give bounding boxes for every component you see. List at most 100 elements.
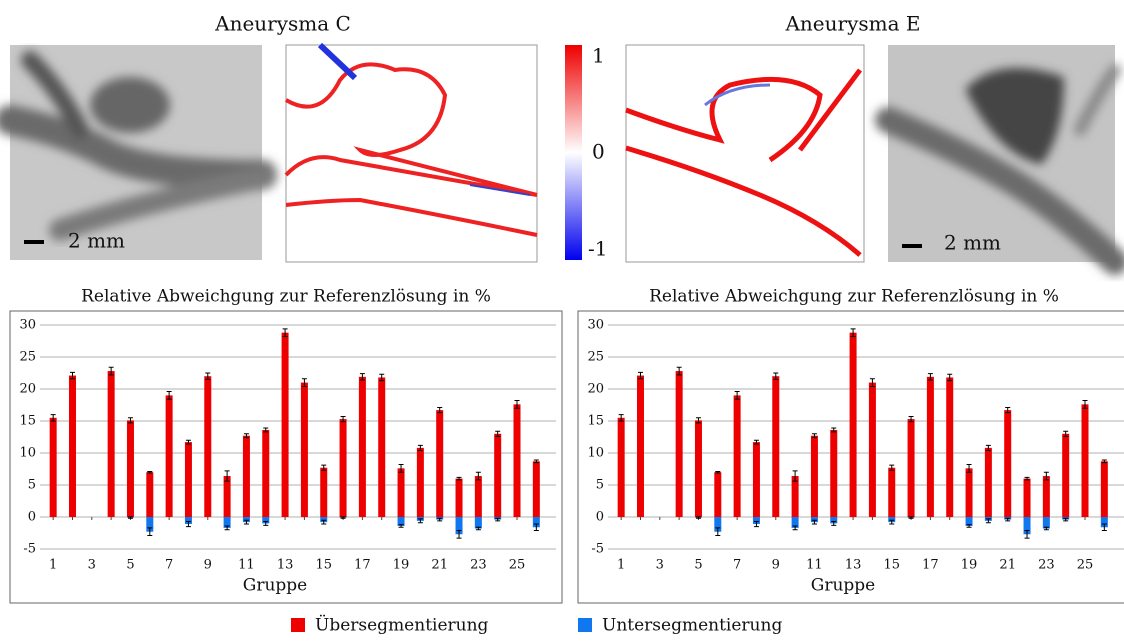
error-bar (205, 372, 211, 380)
bar (926, 376, 934, 517)
bar (320, 517, 328, 523)
bar (184, 442, 192, 517)
error-bar (340, 516, 346, 519)
error-bar (456, 529, 462, 539)
error-bar (321, 464, 327, 471)
colorbar-tick: -1 (588, 237, 607, 261)
error-bar (753, 439, 759, 445)
bar (107, 371, 115, 517)
angiography-image: 2 mm (875, 45, 1124, 275)
x-tick-label: 21 (431, 558, 448, 573)
error-bar (185, 520, 191, 528)
image-title: Aneurysma E (784, 12, 920, 36)
error-bar (1063, 517, 1069, 522)
bar (300, 382, 308, 517)
error-bar (417, 444, 423, 451)
y-tick-label: 0 (596, 510, 604, 525)
y-tick-label: 10 (19, 446, 36, 461)
error-bar (514, 400, 520, 409)
error-bar (966, 524, 972, 528)
bar (1042, 476, 1050, 517)
y-tick-label: 20 (19, 382, 36, 397)
bar (242, 517, 250, 523)
bar (281, 332, 289, 517)
x-tick-label: 7 (733, 558, 741, 573)
x-tick-label: 5 (126, 558, 134, 573)
error-bar (811, 433, 817, 439)
bar (965, 468, 973, 517)
bar (474, 476, 482, 517)
error-bar (398, 524, 404, 528)
error-bar (792, 525, 798, 531)
deviation-map (284, 42, 538, 263)
error-bar (475, 526, 481, 531)
error-bar (695, 417, 701, 424)
colorbar: 1 0 -1 (565, 44, 607, 261)
error-bar (831, 520, 837, 526)
bar (636, 375, 644, 517)
error-bar (966, 464, 972, 473)
bar (242, 435, 250, 517)
error-bar (127, 417, 133, 424)
error-bar (147, 527, 153, 537)
x-tick-label: 19 (393, 558, 410, 573)
bar (810, 435, 818, 517)
error-bar (985, 518, 991, 524)
x-tick-label: 3 (656, 558, 664, 573)
y-tick-label: 20 (587, 382, 604, 397)
bar (455, 517, 463, 535)
x-tick-label: 1 (49, 558, 57, 573)
bar (849, 332, 857, 517)
x-tick-label: 9 (204, 558, 212, 573)
x-tick-label: 9 (772, 558, 780, 573)
x-tick-label: 11 (806, 558, 823, 573)
bar (126, 420, 134, 517)
y-tick-label: 0 (28, 510, 36, 525)
error-bar (379, 373, 385, 382)
deviation-map (625, 44, 865, 263)
bar (791, 476, 799, 517)
x-axis-label: Gruppe (811, 576, 875, 596)
bar (223, 517, 231, 528)
bar (455, 478, 463, 517)
bar (184, 517, 192, 525)
error-bar (831, 427, 837, 433)
bar (262, 517, 270, 524)
bar (752, 517, 760, 525)
error-bar (927, 373, 933, 381)
error-bar (437, 517, 443, 522)
image-title: Aneurysma C (214, 12, 351, 36)
error-bar (533, 459, 539, 464)
bar (320, 467, 328, 517)
bar (1062, 433, 1070, 517)
error-bar (618, 414, 624, 422)
error-bar (1043, 526, 1049, 531)
bar (1042, 517, 1050, 529)
error-bar (1005, 407, 1011, 414)
bar (791, 517, 799, 528)
bar (397, 517, 405, 526)
error-bar (437, 407, 443, 414)
y-tick-label: 5 (596, 478, 604, 493)
error-bar (908, 516, 914, 519)
bar (694, 420, 702, 517)
error-bar (753, 520, 759, 528)
y-tick-label: 25 (19, 350, 36, 365)
error-bar (50, 414, 56, 422)
bar (532, 461, 540, 517)
error-bar (108, 366, 114, 376)
x-tick-label: 15 (883, 558, 900, 573)
bar (830, 517, 838, 524)
error-bar (637, 371, 643, 380)
scale-label: 2 mm (944, 231, 1001, 255)
bar (1100, 517, 1108, 528)
x-tick-label: 11 (238, 558, 255, 573)
error-bar (398, 464, 404, 473)
x-tick-label: 15 (315, 558, 332, 573)
x-tick-label: 13 (845, 558, 862, 573)
error-bar (282, 328, 288, 338)
y-tick-label: -5 (591, 542, 604, 557)
bar (416, 447, 424, 517)
error-bar (456, 476, 462, 481)
chart-frame (9, 310, 563, 604)
